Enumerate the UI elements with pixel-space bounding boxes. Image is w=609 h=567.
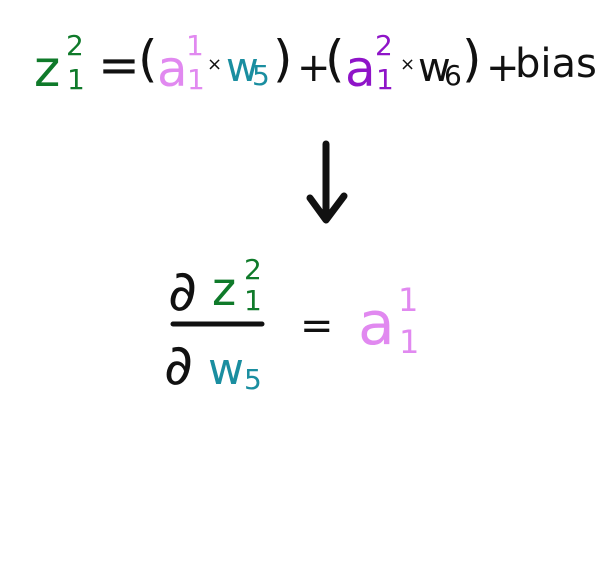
partial-symbol-numerator: ∂ [168,259,197,324]
result-a-superscript: 1 [398,281,419,319]
z-subscript: 1 [67,63,85,96]
z-symbol: z [34,40,61,98]
result-a-subscript: 1 [399,323,420,361]
a2-subscript: 1 [376,63,394,96]
a2-symbol: a [345,40,376,98]
equals-sign: = [98,36,140,94]
times-sign-1: × [207,54,223,75]
w5-subscript: 5 [252,59,270,92]
right-paren-1: ) [273,30,293,88]
right-paren-2: ) [462,30,482,88]
left-paren-1: ( [138,30,158,88]
bias-term: bias [515,41,597,87]
left-paren-2: ( [325,30,345,88]
derivative-equals-sign: = [300,303,334,349]
a2-superscript: 2 [375,29,393,62]
numerator-z-subscript: 1 [244,284,262,317]
w6-symbol: w [418,45,451,91]
z-superscript: 2 [66,29,84,62]
plus-sign-2: + [486,45,520,91]
numerator-z-superscript: 2 [244,253,262,286]
times-sign-2: × [400,54,416,75]
numerator-z-symbol: z [212,262,237,316]
denominator-w-symbol: w [208,344,244,395]
a1-symbol: a [157,40,188,98]
partial-symbol-denominator: ∂ [164,333,193,398]
a1-superscript: 1 [186,29,204,62]
a1-subscript: 1 [187,63,205,96]
plus-sign-1: + [297,45,331,91]
denominator-w-subscript: 5 [244,363,262,396]
result-a-symbol: a [358,289,395,359]
w6-subscript: 6 [444,59,462,92]
w5-symbol: w [226,45,259,91]
